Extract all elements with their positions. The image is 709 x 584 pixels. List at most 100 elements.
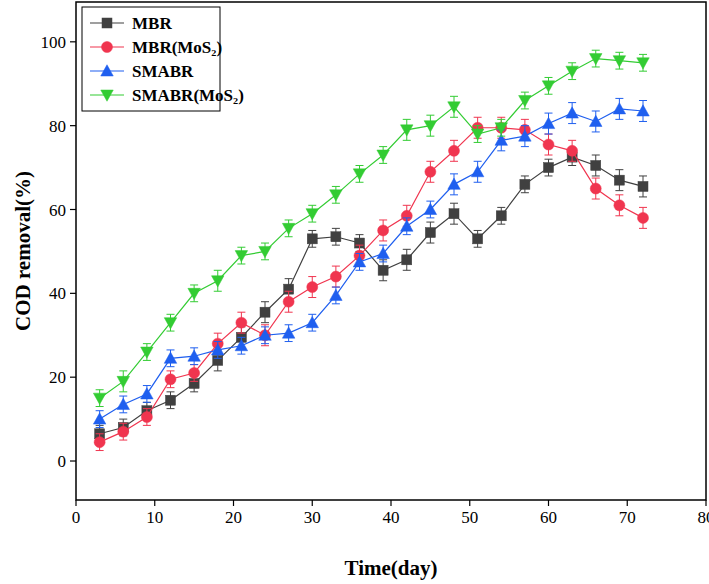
error-bar (497, 207, 505, 224)
data-point (259, 246, 272, 257)
data-point (449, 209, 459, 219)
data-point (189, 367, 200, 378)
error-cap (545, 94, 553, 95)
error-cap (379, 146, 387, 147)
error-cap (143, 360, 151, 361)
data-point (613, 56, 626, 67)
data-point (164, 352, 177, 363)
x-tick-label: 20 (225, 508, 242, 527)
y-axis-label: COD removal(%) (11, 171, 35, 331)
x-tick (705, 500, 706, 506)
data-point (638, 181, 648, 191)
error-cap (143, 402, 151, 403)
error-cap (119, 391, 127, 392)
error-cap (403, 205, 411, 206)
error-cap (261, 259, 269, 260)
error-cap (96, 450, 104, 451)
error-cap (450, 224, 458, 225)
error-cap (568, 102, 576, 103)
error-cap (497, 150, 505, 151)
error-cap (592, 178, 600, 179)
error-cap (497, 224, 505, 225)
legend-marker (101, 65, 114, 76)
error-cap (450, 161, 458, 162)
error-cap (615, 52, 623, 53)
error-cap (285, 341, 293, 342)
error-cap (615, 169, 623, 170)
error-cap (545, 134, 553, 135)
data-point (188, 350, 201, 361)
data-point (307, 282, 318, 293)
error-cap (474, 161, 482, 162)
data-point (166, 395, 176, 405)
data-point (117, 376, 130, 387)
data-point (331, 232, 341, 242)
error-cap (190, 301, 198, 302)
error-cap (474, 182, 482, 183)
x-tick-label: 40 (383, 508, 400, 527)
error-cap (615, 119, 623, 120)
series (93, 50, 649, 406)
data-point (448, 178, 461, 189)
error-cap (568, 140, 576, 141)
data-point (330, 190, 343, 201)
data-point (402, 255, 412, 265)
error-bar (545, 159, 553, 176)
error-cap (592, 50, 600, 51)
error-cap (167, 331, 175, 332)
data-point (566, 66, 579, 77)
data-point (614, 175, 624, 185)
data-point (425, 166, 436, 177)
data-point (141, 412, 152, 423)
error-cap (308, 314, 316, 315)
error-cap (96, 433, 104, 434)
error-cap (167, 370, 175, 371)
error-cap (96, 389, 104, 390)
error-cap (356, 165, 364, 166)
error-cap (214, 270, 222, 271)
legend-label: SMABR (132, 62, 194, 81)
data-point (614, 200, 625, 211)
error-bar (521, 176, 529, 193)
x-tick-label: 30 (304, 508, 321, 527)
error-cap (119, 440, 127, 441)
data-point (141, 347, 154, 358)
series-line (100, 109, 643, 419)
error-cap (167, 387, 175, 388)
error-cap (497, 117, 505, 118)
error-cap (356, 245, 364, 246)
data-point (495, 123, 508, 134)
error-cap (615, 69, 623, 70)
error-cap (237, 263, 245, 264)
error-bar (379, 260, 387, 281)
data-point (118, 426, 129, 437)
error-cap (639, 196, 647, 197)
data-point (353, 169, 366, 180)
series (95, 149, 648, 442)
data-point (496, 122, 507, 133)
error-cap (545, 159, 553, 160)
error-cap (332, 245, 340, 246)
error-bar (403, 249, 411, 270)
data-point (307, 234, 317, 244)
error-cap (332, 303, 340, 304)
x-tick-label: 60 (540, 508, 557, 527)
data-point (637, 58, 650, 69)
error-cap (568, 161, 576, 162)
error-cap (167, 391, 175, 392)
data-point (353, 256, 366, 267)
x-tick (627, 500, 628, 506)
series-line (100, 157, 643, 434)
error-cap (450, 140, 458, 141)
data-point (164, 318, 177, 329)
error-cap (474, 125, 482, 126)
error-cap (568, 165, 576, 166)
data-point (93, 413, 106, 424)
error-cap (615, 194, 623, 195)
data-point (613, 103, 626, 114)
error-cap (521, 108, 529, 109)
error-cap (332, 287, 340, 288)
series (94, 117, 648, 450)
error-cap (261, 243, 269, 244)
error-cap (285, 312, 293, 313)
